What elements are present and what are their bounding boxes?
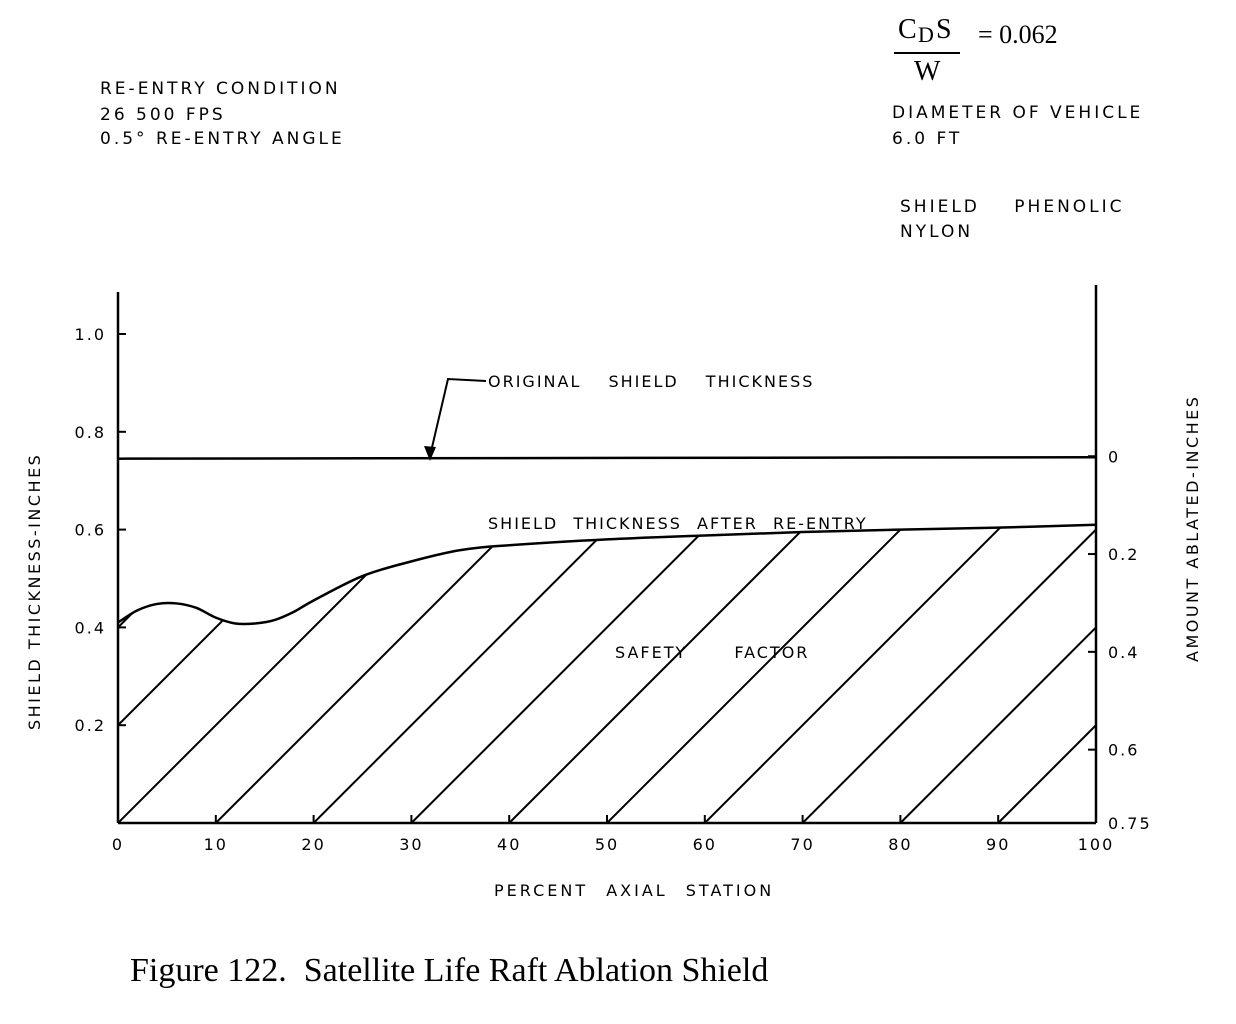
series-lines xyxy=(117,455,1097,626)
y2-tick-label: 0 xyxy=(1108,447,1120,466)
diameter-label: DIAMETER OF VEHICLE xyxy=(892,103,1144,123)
x-ticks: 0 10 20 30 40 50 60 70 80 90 100 xyxy=(112,815,1115,854)
reentry-condition-line-1: RE-ENTRY CONDITION xyxy=(100,79,341,99)
formula-value: = 0.062 xyxy=(978,20,1058,49)
y-ticks: 0.2 0.4 0.6 0.8 1.0 xyxy=(75,325,126,735)
x-tick-label: 90 xyxy=(986,835,1010,854)
hatch-line xyxy=(118,524,819,823)
x-axis-label: PERCENT AXIAL STATION xyxy=(494,881,774,900)
formula-numerator-c: C xyxy=(898,14,917,45)
original-thickness-leader-arrow xyxy=(429,377,487,457)
x-tick-label: 60 xyxy=(693,835,717,854)
reentry-condition-line-3: 0.5° RE-ENTRY ANGLE xyxy=(100,129,345,149)
hatch-line xyxy=(118,524,428,823)
after-reentry-line xyxy=(117,523,1097,626)
hatch-line xyxy=(410,524,1096,823)
y-tick-label: 0.2 xyxy=(75,716,106,735)
y-tick-label: 0.8 xyxy=(75,423,106,442)
y2-ticks: 0 0.2 0.4 0.6 0.75 xyxy=(1088,447,1152,833)
label-safety-factor: SAFETY FACTOR xyxy=(615,643,809,662)
y-tick-label: 0.4 xyxy=(75,618,106,637)
y-tick-label: 0.6 xyxy=(75,521,106,540)
hatch-line xyxy=(508,524,1096,823)
x-tick-label: 20 xyxy=(301,835,325,854)
formula-numerator-sub: D xyxy=(918,22,934,47)
hatch-line xyxy=(215,524,917,823)
y2-tick-label: 0.75 xyxy=(1108,814,1152,833)
original-thickness-line xyxy=(117,455,1097,460)
hatch-line xyxy=(312,524,1015,823)
shield-material-line-1: SHIELD PHENOLIC xyxy=(900,197,1125,217)
shield-material-line-2: NYLON xyxy=(900,222,974,242)
hatch-line xyxy=(801,524,1096,823)
label-after-reentry: SHIELD THICKNESS AFTER RE-ENTRY xyxy=(488,514,868,533)
hatch-line xyxy=(1095,524,1096,823)
formula-denominator: W xyxy=(914,56,941,87)
x-tick-label: 0 xyxy=(112,835,124,854)
y2-tick-label: 0.4 xyxy=(1108,643,1139,662)
x-tick-label: 10 xyxy=(204,835,228,854)
y2-tick-label: 0.6 xyxy=(1108,741,1139,760)
diameter-value: 6.0 FT xyxy=(892,129,963,149)
hatch-line xyxy=(118,524,721,823)
x-tick-label: 30 xyxy=(399,835,423,854)
hatch-line xyxy=(704,524,1096,823)
y-tick-label: 1.0 xyxy=(75,325,106,344)
formula-numerator-s: S xyxy=(936,14,952,45)
ballistic-formula: C D S W = 0.062 xyxy=(894,10,1124,95)
ablation-chart: 0 10 20 30 40 50 60 70 80 90 100 0.2 0.4 0.6 0.8 1.0 0… xyxy=(25,285,1202,900)
hatch-line xyxy=(899,524,1096,823)
y-axis-label: SHIELD THICKNESS-INCHES xyxy=(25,453,44,730)
formula-fraction-bar xyxy=(894,52,960,54)
reentry-condition-line-2: 26 500 FPS xyxy=(100,105,226,125)
x-tick-label: 40 xyxy=(497,835,521,854)
x-tick-label: 100 xyxy=(1078,835,1115,854)
arrowhead-icon xyxy=(424,446,436,461)
hatch-line xyxy=(118,524,330,823)
x-tick-label: 50 xyxy=(595,835,619,854)
safety-factor-hatching xyxy=(118,524,1096,823)
y2-tick-label: 0.2 xyxy=(1108,545,1139,564)
x-tick-label: 70 xyxy=(790,835,814,854)
x-tick-label: 80 xyxy=(888,835,912,854)
figure-caption: Figure 122. Satellite Life Raft Ablation… xyxy=(130,952,769,989)
hatch-line xyxy=(606,524,1096,823)
y2-axis-label: AMOUNT ABLATED-INCHES xyxy=(1183,395,1202,662)
label-original-shield-thickness: ORIGINAL SHIELD THICKNESS xyxy=(488,372,814,391)
